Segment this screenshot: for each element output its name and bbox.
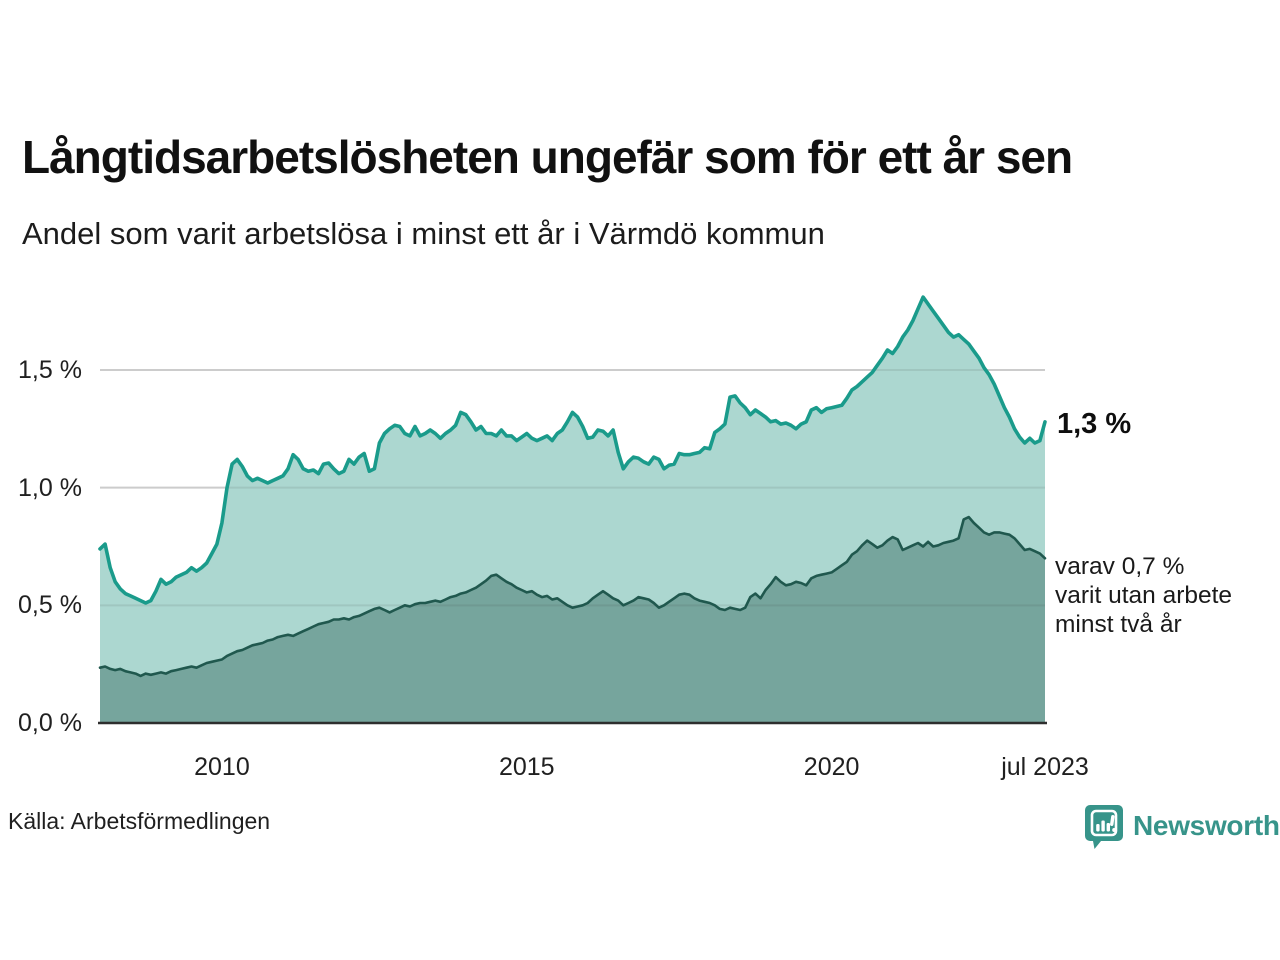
area-two-years (100, 517, 1045, 723)
newsworthy-wordmark: Newsworthy (1133, 810, 1280, 841)
x-tick-label: 2020 (803, 753, 860, 781)
annotation-two-year-note-line: minst två år (1055, 611, 1182, 638)
page-subtitle: Andel som varit arbetslösa i minst ett å… (22, 216, 825, 251)
x-tick-label: 2010 (194, 753, 250, 781)
y-tick-label: 0,0 % (18, 709, 82, 737)
x-tick-label: jul 2023 (1001, 753, 1089, 781)
annotation-two-year-note-line: varav 0,7 % (1055, 553, 1185, 580)
x-tick-label: 2015 (498, 753, 555, 781)
annotation-latest-total: 1,3 % (1057, 408, 1132, 440)
page-title: Långtidsarbetslösheten ungefär som för e… (22, 131, 1073, 183)
annotation-two-year-note: varav 0,7 % varit utan arbete minst två … (1055, 552, 1232, 639)
source-note: Källa: Arbetsförmedlingen (8, 808, 271, 834)
line-total-one-year (98, 295, 1047, 605)
y-tick-label: 1,5 % (18, 356, 82, 384)
annotation-two-year-note-line: varit utan arbete (1055, 582, 1233, 609)
y-tick-label: 1,0 % (18, 473, 82, 502)
y-tick-label: 0,5 % (18, 591, 82, 620)
line-two-years (98, 515, 1047, 678)
newsworthy-bar-chart-bubble-icon (1085, 805, 1123, 849)
newsworthy-logo: Newsworthy (1084, 802, 1280, 850)
